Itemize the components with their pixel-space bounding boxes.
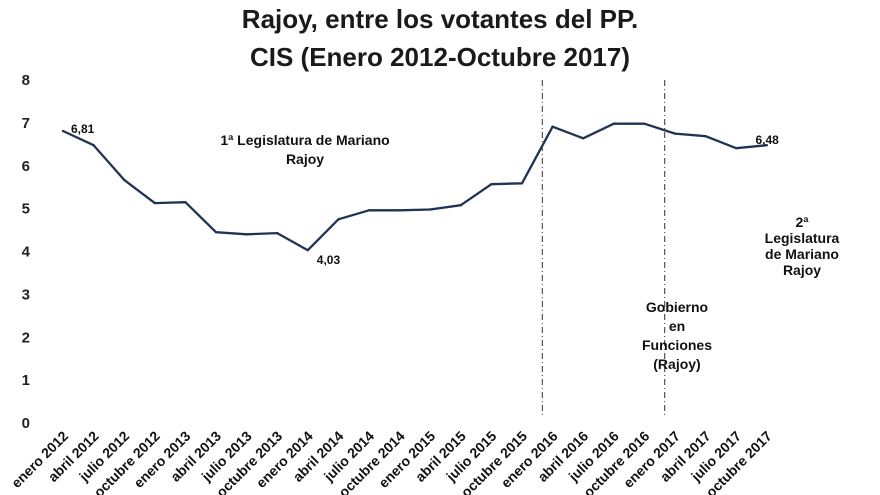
annotation-2-line: (Rajoy) — [653, 356, 700, 372]
y-tick-label: 2 — [22, 329, 30, 346]
data-point — [214, 231, 218, 234]
y-tick-label: 4 — [22, 244, 31, 261]
data-point — [153, 201, 156, 205]
data-point — [367, 209, 371, 212]
data-point — [61, 129, 65, 133]
data-label: 6,48 — [755, 133, 779, 147]
data-label: 6,81 — [71, 122, 95, 136]
data-point — [245, 233, 248, 236]
data-point — [551, 125, 554, 128]
data-point — [398, 209, 401, 212]
data-point — [306, 249, 309, 252]
data-point — [490, 182, 493, 186]
data-point — [643, 122, 646, 125]
data-point — [123, 178, 126, 182]
data-point — [184, 200, 187, 204]
data-point — [92, 143, 95, 147]
data-point — [520, 182, 524, 185]
data-point — [582, 137, 585, 140]
data-point — [337, 218, 340, 221]
annotation-1-line: 1ª Legislatura de Mariano — [220, 132, 389, 148]
y-tick-label: 5 — [22, 201, 30, 218]
data-point — [276, 231, 279, 235]
data-point — [429, 208, 432, 211]
data-point — [673, 132, 677, 135]
y-tick-label: 6 — [22, 158, 30, 175]
data-point — [765, 143, 768, 147]
data-point — [459, 203, 462, 207]
y-tick-label: 7 — [22, 115, 30, 132]
annotation-3-line: Legislatura — [765, 230, 840, 246]
y-tick-label: 3 — [22, 286, 30, 303]
data-point — [704, 134, 707, 138]
annotation-3-line: 2ª — [796, 214, 810, 230]
y-tick-label: 1 — [22, 372, 30, 389]
chart-subtitle: CIS (Enero 2012-Octubre 2017) — [249, 42, 631, 72]
annotation-1-line: Rajoy — [286, 151, 324, 167]
data-label: 4,03 — [317, 253, 341, 267]
series-line — [62, 122, 767, 252]
y-tick-label: 0 — [22, 415, 30, 432]
data-point — [735, 146, 738, 150]
chart-title: Rajoy, entre los votantes del PP. — [241, 4, 639, 34]
y-tick-label: 8 — [22, 72, 30, 89]
annotation-2-line: Funciones — [642, 337, 712, 353]
annotation-3-line: Rajoy — [783, 262, 821, 278]
annotation-2-line: en — [669, 318, 685, 334]
annotation-3-line: de Mariano — [765, 246, 839, 262]
annotation-2-line: Gobierno — [646, 299, 708, 315]
data-point — [612, 122, 615, 125]
